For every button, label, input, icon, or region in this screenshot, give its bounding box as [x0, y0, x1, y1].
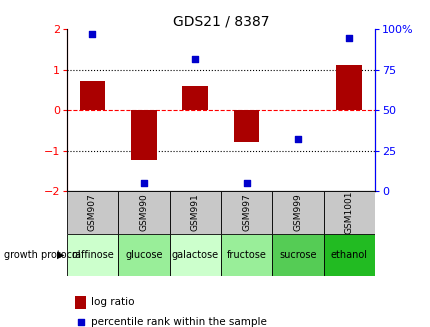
Text: GSM990: GSM990 — [139, 194, 148, 232]
Text: GSM999: GSM999 — [293, 194, 302, 232]
Bar — [233, 111, 259, 142]
Text: raffinose: raffinose — [71, 250, 114, 260]
Point — [77, 319, 84, 324]
Text: GSM991: GSM991 — [190, 194, 199, 232]
Text: GSM907: GSM907 — [88, 194, 97, 232]
Text: percentile rank within the sample: percentile rank within the sample — [90, 317, 266, 327]
Text: growth protocol: growth protocol — [4, 250, 81, 260]
Text: GSM997: GSM997 — [242, 194, 251, 232]
Text: fructose: fructose — [226, 250, 266, 260]
Text: glucose: glucose — [125, 250, 162, 260]
Bar — [118, 234, 169, 276]
Bar — [67, 191, 118, 234]
Bar — [131, 111, 157, 160]
Bar — [336, 65, 361, 111]
Bar — [169, 191, 220, 234]
Text: GSM1001: GSM1001 — [344, 191, 353, 234]
Point — [345, 35, 352, 40]
Bar — [272, 191, 323, 234]
Bar — [220, 234, 272, 276]
Bar — [67, 234, 118, 276]
Bar — [169, 234, 220, 276]
Text: ethanol: ethanol — [330, 250, 367, 260]
Text: galactose: galactose — [171, 250, 218, 260]
Point — [89, 32, 96, 37]
Text: log ratio: log ratio — [90, 298, 134, 307]
Point — [243, 181, 249, 186]
Bar — [323, 191, 374, 234]
Bar — [182, 86, 208, 111]
Point — [294, 137, 301, 142]
Title: GDS21 / 8387: GDS21 / 8387 — [172, 14, 268, 28]
Text: ▶: ▶ — [56, 250, 64, 260]
Point — [140, 181, 147, 186]
Bar — [323, 234, 374, 276]
Bar — [272, 234, 323, 276]
Bar — [118, 191, 169, 234]
Bar — [220, 191, 272, 234]
Text: sucrose: sucrose — [279, 250, 316, 260]
Bar — [80, 81, 105, 111]
Point — [191, 56, 198, 61]
